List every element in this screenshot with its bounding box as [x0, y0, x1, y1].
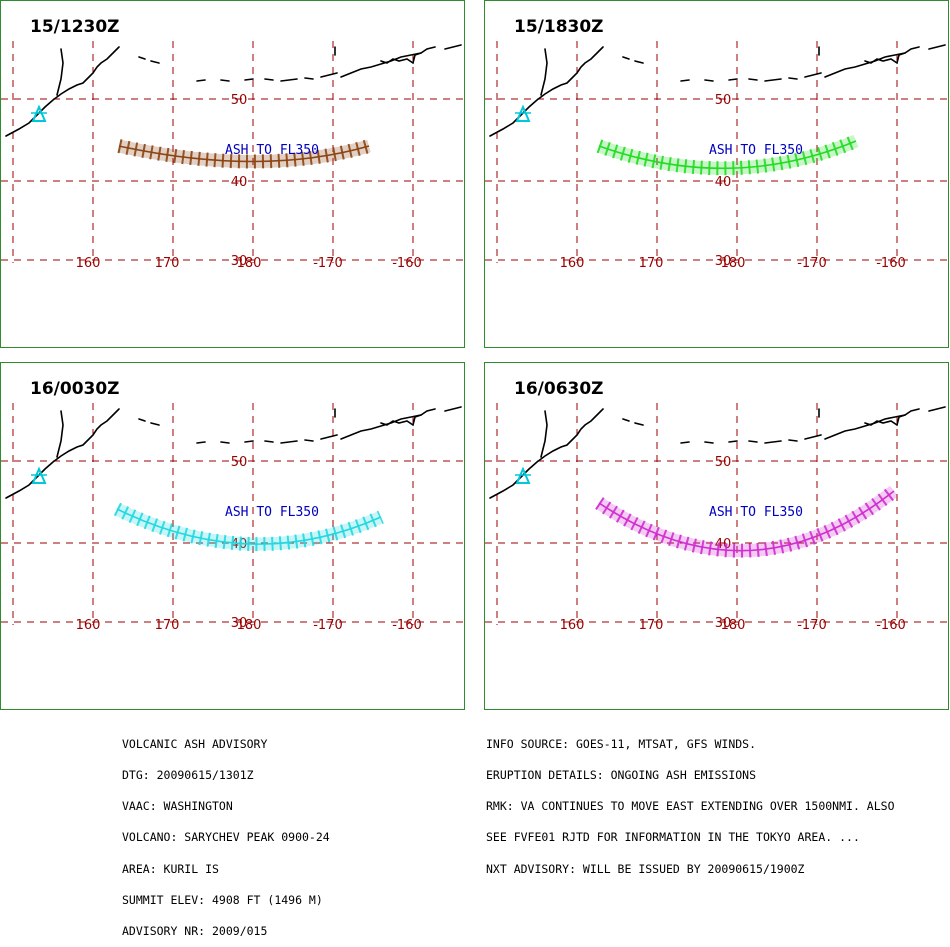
lon-label: -160	[876, 618, 906, 633]
map-panel-4: 50 40 30 160 170 180 -170 -160 ASH TO FL350 16/0…	[484, 362, 950, 710]
map-panel-1: 50 40 30 160 170 180 -170 -160 ASH TO FL350 15/1…	[0, 0, 466, 348]
lon-label: -160	[392, 256, 422, 271]
advisory-number: ADVISORY NR: 2009/015	[122, 924, 268, 939]
remarks-line-1: RMK: VA CONTINUES TO MOVE EAST EXTENDING…	[486, 799, 895, 814]
lon-label: 180	[721, 618, 746, 633]
coastline	[5, 406, 462, 499]
remarks-line-2: SEE FVFE01 RJTD FOR INFORMATION IN THE T…	[486, 830, 860, 845]
lon-label: 160	[76, 618, 101, 633]
ash-cloud	[113, 502, 384, 552]
ash-level-label: ASH TO FL350	[709, 143, 803, 158]
coastline	[489, 406, 946, 499]
lon-label: 180	[721, 256, 746, 271]
eruption-details: ERUPTION DETAILS: ONGOING ASH EMISSIONS	[486, 768, 757, 783]
ash-cloud	[596, 134, 859, 176]
coastline-segment	[138, 56, 160, 64]
map-canvas: 50 40 30 160 170 180 -170 -160 ASH TO FL350	[1, 403, 466, 633]
volcano-icon	[31, 466, 47, 484]
ash-level-label: ASH TO FL350	[225, 143, 319, 158]
coastline-segment	[818, 44, 946, 65]
lon-label: 170	[639, 618, 664, 633]
coastline-segment	[334, 406, 462, 427]
lat-label: 50	[231, 455, 248, 470]
coastline-segment	[818, 406, 946, 427]
lon-label: 160	[560, 618, 585, 633]
lon-label: -160	[876, 256, 906, 271]
lat-label: 50	[715, 93, 732, 108]
forecast-time: 16/0630Z	[514, 379, 604, 399]
advisory-title: VOLCANIC ASH ADVISORY	[122, 736, 268, 751]
lon-label: -170	[797, 256, 827, 271]
coastline-segment	[622, 418, 644, 426]
lat-label: 50	[231, 93, 248, 108]
coastline-segment	[680, 72, 822, 82]
lat-label: 50	[715, 455, 732, 470]
map-panel-2: 50 40 30 160 170 180 -170 -160 ASH TO FL350 15/1…	[484, 0, 950, 348]
coastline-segment	[138, 418, 160, 426]
coastline	[5, 44, 462, 137]
advisory-area: AREA: KURIL IS	[122, 861, 219, 876]
lon-label: -170	[797, 618, 827, 633]
map-canvas: 50 40 30 160 170 180 -170 -160 ASH TO FL350	[1, 41, 466, 271]
coastline-segment	[540, 48, 548, 96]
lat-label: 40	[231, 537, 248, 552]
forecast-time: 15/1230Z	[30, 17, 120, 37]
lat-label: 30	[231, 616, 248, 631]
lon-label: 180	[237, 618, 262, 633]
coastline-segment	[56, 48, 64, 96]
next-advisory: NXT ADVISORY: WILL BE ISSUED BY 20090615…	[486, 861, 805, 876]
map-panel-3: 50 40 30 160 170 180 -170 -160 ASH TO FL350 16/0…	[0, 362, 466, 710]
coastline	[489, 44, 946, 137]
coastline-segment	[196, 434, 338, 444]
volcano-icon	[31, 104, 47, 122]
info-source: INFO SOURCE: GOES-11, MTSAT, GFS WINDS.	[486, 736, 757, 751]
volcano-icon	[515, 466, 531, 484]
lat-label: 30	[715, 254, 732, 269]
lon-label: 170	[155, 256, 180, 271]
coastline-segment	[622, 56, 644, 64]
lat-label: 40	[231, 175, 248, 190]
advisory-vaac: VAAC: WASHINGTON	[122, 799, 233, 814]
ash-level-label: ASH TO FL350	[225, 505, 319, 520]
advisory-summit-elev: SUMMIT ELEV: 4908 FT (1496 M)	[122, 892, 323, 907]
coastline-segment	[334, 44, 462, 65]
lon-label: 180	[237, 256, 262, 271]
map-canvas: 50 40 30 160 170 180 -170 -160 ASH TO FL350	[485, 41, 950, 271]
ash-cloud	[117, 139, 371, 169]
forecast-time: 15/1830Z	[514, 17, 604, 37]
lon-label: 170	[155, 618, 180, 633]
lon-label: -170	[313, 618, 343, 633]
lat-label: 30	[231, 254, 248, 269]
coastline-segment	[56, 410, 64, 458]
advisory-volcano: VOLCANO: SARYCHEV PEAK 0900-24	[122, 830, 330, 845]
lon-label: -170	[313, 256, 343, 271]
coastline-segment	[196, 72, 338, 82]
coastline-segment	[540, 410, 548, 458]
forecast-time: 16/0030Z	[30, 379, 120, 399]
lon-label: 160	[560, 256, 585, 271]
ash-level-label: ASH TO FL350	[709, 505, 803, 520]
coastline-segment	[680, 434, 822, 444]
ash-cloud	[595, 485, 899, 558]
lon-label: 160	[76, 256, 101, 271]
advisory-dtg: DTG: 20090615/1301Z	[122, 768, 254, 783]
lon-label: 170	[639, 256, 664, 271]
lon-label: -160	[392, 618, 422, 633]
advisory-details-block: INFO SOURCE: GOES-11, MTSAT, GFS WINDS. …	[486, 718, 895, 884]
volcano-icon	[515, 104, 531, 122]
lat-label: 30	[715, 616, 732, 631]
advisory-header-block: VOLCANIC ASH ADVISORY DTG: 20090615/1301…	[122, 718, 330, 947]
lat-label: 40	[715, 175, 732, 190]
